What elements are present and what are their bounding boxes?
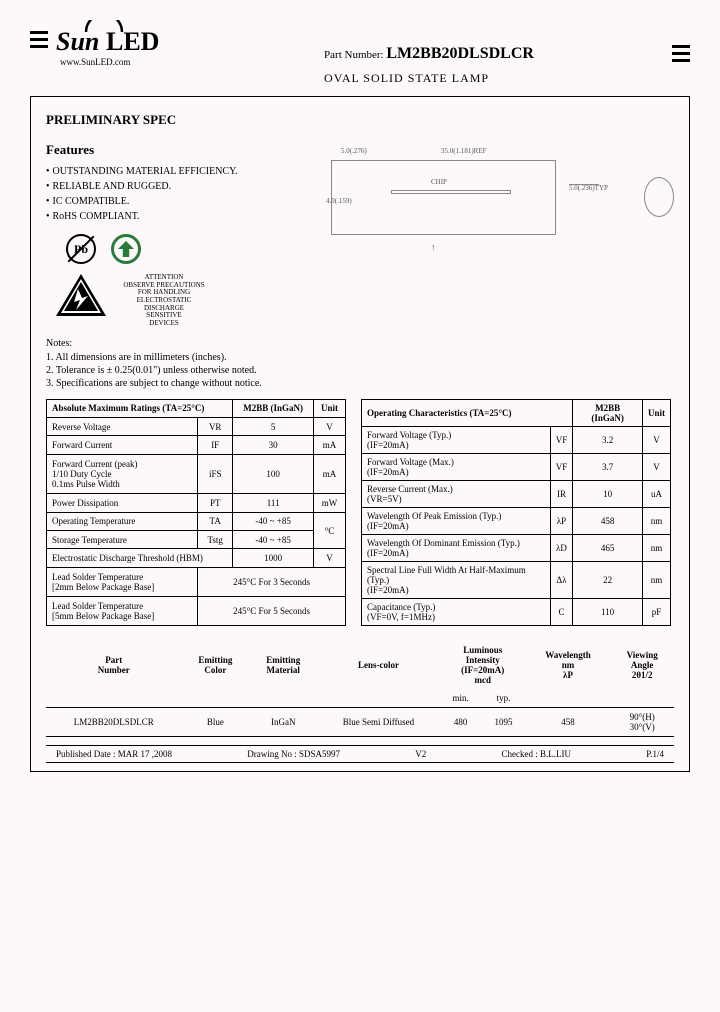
table-row: Capacitance (Typ.) (VF=0V, f=1MHz)C110pF	[362, 598, 671, 625]
table-row: Storage TemperatureTstg-40 ~ +85	[47, 531, 346, 549]
dim-label: 5.0(.236)TYP	[569, 184, 608, 192]
table-row: Electrostatic Discharge Threshold (HBM)1…	[47, 549, 346, 567]
menu-icon-right	[672, 45, 690, 62]
part-label: Part Number:	[324, 49, 384, 61]
table-row: Reverse Current (Max.) (VR=5V)IR10uA	[362, 480, 671, 507]
dim-label: 4.0(.159)	[326, 197, 352, 205]
col-header: Wavelength nm λP	[526, 641, 611, 689]
note-item: 2. Tolerance is ± 0.25(0.01") unless oth…	[46, 365, 674, 376]
col-header: Part Number	[46, 641, 182, 689]
feature-item: RoHS COMPLIANT.	[46, 211, 306, 222]
table-row: Lead Solder Temperature [5mm Below Packa…	[47, 596, 346, 625]
col-header: Emitting Color	[182, 641, 250, 689]
part-block: Part Number: LM2BB20DLSDLCR OVAL SOLID S…	[324, 45, 534, 86]
table-row: LM2BB20DLSDLCR Blue InGaN Blue Semi Diff…	[46, 707, 674, 736]
col-header: Emitting Material	[249, 641, 317, 689]
notes-title: Notes:	[46, 338, 674, 349]
table-title: Operating Characteristics (TA=25°C)	[362, 399, 573, 426]
page-header: Sun LED www.SunLED.com Part Number: LM2B…	[30, 20, 690, 86]
feature-item: OUTSTANDING MATERIAL EFFICIENCY.	[46, 166, 306, 177]
col-header: M2BB (InGaN)	[573, 399, 643, 426]
table-row: Forward CurrentIF30mA	[47, 436, 346, 454]
part-summary-table: Part Number Emitting Color Emitting Mate…	[46, 641, 674, 737]
chip-label: CHIP	[431, 178, 447, 186]
features-block: Features OUTSTANDING MATERIAL EFFICIENCY…	[46, 142, 306, 328]
notes-block: Notes: 1. All dimensions are in millimet…	[46, 338, 674, 389]
features-title: Features	[46, 142, 306, 158]
table-row: Forward Current (peak) 1/10 Duty Cycle 0…	[47, 454, 346, 494]
feature-item: IC COMPATIBLE.	[46, 196, 306, 207]
logo-block: Sun LED www.SunLED.com	[30, 20, 186, 67]
table-row: Lead Solder Temperature [2mm Below Packa…	[47, 567, 346, 596]
col-header: Unit	[314, 399, 346, 417]
absolute-max-ratings-table: Absolute Maximum Ratings (TA=25°C) M2BB …	[46, 399, 346, 626]
footer-page: P.1/4	[646, 749, 664, 759]
col-header: Luminous Intensity (IF=20mA) mcd	[440, 641, 526, 689]
mechanical-diagram: 5.0(.276) 35.0(1.181)REF CHIP 5.0(.236)T…	[321, 142, 674, 302]
logo: Sun LED	[56, 20, 186, 59]
note-item: 3. Specifications are subject to change …	[46, 378, 674, 389]
footer: Published Date : MAR 17 ,2008 Drawing No…	[46, 745, 674, 763]
table-row: Forward Voltage (Max.) (IF=20mA)VF3.7V	[362, 453, 671, 480]
main-frame: PRELIMINARY SPEC Features OUTSTANDING MA…	[30, 96, 690, 772]
rohs-icon	[111, 234, 141, 264]
svg-text:Sun: Sun	[56, 27, 99, 56]
menu-icon	[30, 31, 48, 48]
dim-label: 35.0(1.181)REF	[441, 147, 487, 155]
table-row: Wavelength Of Peak Emission (Typ.) (IF=2…	[362, 507, 671, 534]
preliminary-spec-title: PRELIMINARY SPEC	[46, 112, 674, 128]
table-row: Forward Voltage (Typ.) (IF=20mA)VF3.2V	[362, 426, 671, 453]
note-item: 1. All dimensions are in millimeters (in…	[46, 352, 674, 363]
footer-version: V2	[415, 749, 426, 759]
col-header: Viewing Angle 2θ1/2	[610, 641, 674, 689]
col-header: Unit	[642, 399, 670, 426]
sub-header: typ.	[481, 689, 525, 708]
table-row: Reverse VoltageVR5V	[47, 418, 346, 436]
col-header: M2BB (InGaN)	[233, 399, 314, 417]
table-row: Wavelength Of Dominant Emission (Typ.) (…	[362, 534, 671, 561]
esd-warning-text: ATTENTION OBSERVE PRECAUTIONS FOR HANDLI…	[114, 274, 214, 328]
feature-item: RELIABLE AND RUGGED.	[46, 181, 306, 192]
table-title: Absolute Maximum Ratings (TA=25°C)	[47, 399, 233, 417]
footer-drawing: Drawing No : SDSA5997	[247, 749, 340, 759]
operating-characteristics-table: Operating Characteristics (TA=25°C) M2BB…	[361, 399, 671, 626]
svg-text:LED: LED	[106, 27, 159, 56]
table-row: Power DissipationPT111mW	[47, 494, 346, 512]
dim-label: 5.0(.276)	[341, 147, 367, 155]
sub-header: min.	[440, 689, 482, 708]
col-header: Lens-color	[317, 641, 440, 689]
footer-date: Published Date : MAR 17 ,2008	[56, 749, 172, 759]
table-row: Operating TemperatureTA-40 ~ +85°C	[47, 512, 346, 530]
esd-warning-icon	[56, 274, 106, 316]
pb-free-icon: Pb	[66, 234, 96, 264]
part-number: LM2BB20DLSDLCR	[386, 45, 534, 62]
footer-checked: Checked : B.L.LIU	[501, 749, 570, 759]
table-row: Spectral Line Full Width At Half-Maximum…	[362, 561, 671, 598]
product-name: OVAL SOLID STATE LAMP	[324, 71, 534, 86]
